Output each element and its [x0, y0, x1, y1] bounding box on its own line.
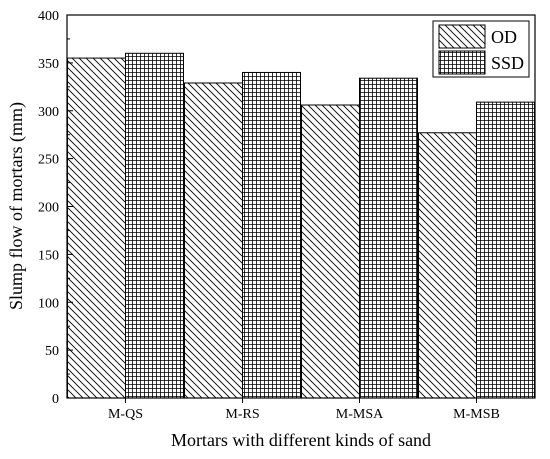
legend: OD SSD — [432, 20, 530, 78]
bar-ssd-m-rs — [242, 71, 301, 399]
bar-od-m-qs — [67, 57, 126, 399]
bar-od-m-msa — [301, 104, 360, 399]
bar-od-m-rs — [184, 82, 243, 399]
x-tick-label-m-msa: M-MSA — [336, 407, 384, 422]
legend-swatch-ssd — [438, 50, 486, 75]
legend-label-od: OD — [491, 27, 517, 47]
bar-ssd-m-msa — [359, 77, 418, 399]
y-tick-label-150: 150 — [38, 248, 59, 263]
x-tick-label-m-msb: M-MSB — [453, 407, 500, 422]
y-tick-label-350: 350 — [38, 57, 59, 72]
x-tick-label-m-rs: M-RS — [225, 407, 259, 422]
y-axis-title: Slump flow of mortars (mm) — [6, 102, 27, 310]
legend-swatch-od — [438, 24, 486, 49]
bars-layer — [67, 52, 535, 399]
y-tick-label-200: 200 — [38, 201, 59, 216]
bar-ssd-m-qs — [125, 52, 184, 399]
legend-label-ssd: SSD — [491, 53, 524, 73]
legend-item-od: OD — [438, 24, 517, 49]
y-tick-label-0: 0 — [52, 392, 59, 407]
y-tick-label-100: 100 — [38, 296, 59, 311]
y-axis: 0 50 100 150 200 250 300 350 400 — [38, 9, 73, 407]
y-tick-label-300: 300 — [38, 105, 59, 120]
x-axis: M-QS M-RS M-MSA M-MSB — [108, 398, 500, 422]
legend-item-ssd: SSD — [438, 50, 524, 75]
y-tick-label-250: 250 — [38, 153, 59, 168]
bar-ssd-m-msb — [476, 101, 535, 399]
x-tick-label-m-qs: M-QS — [108, 407, 143, 422]
y-tick-label-50: 50 — [45, 344, 59, 359]
y-tick-label-400: 400 — [38, 9, 59, 24]
x-axis-title: Mortars with different kinds of sand — [171, 430, 431, 450]
bar-od-m-msb — [418, 132, 477, 399]
